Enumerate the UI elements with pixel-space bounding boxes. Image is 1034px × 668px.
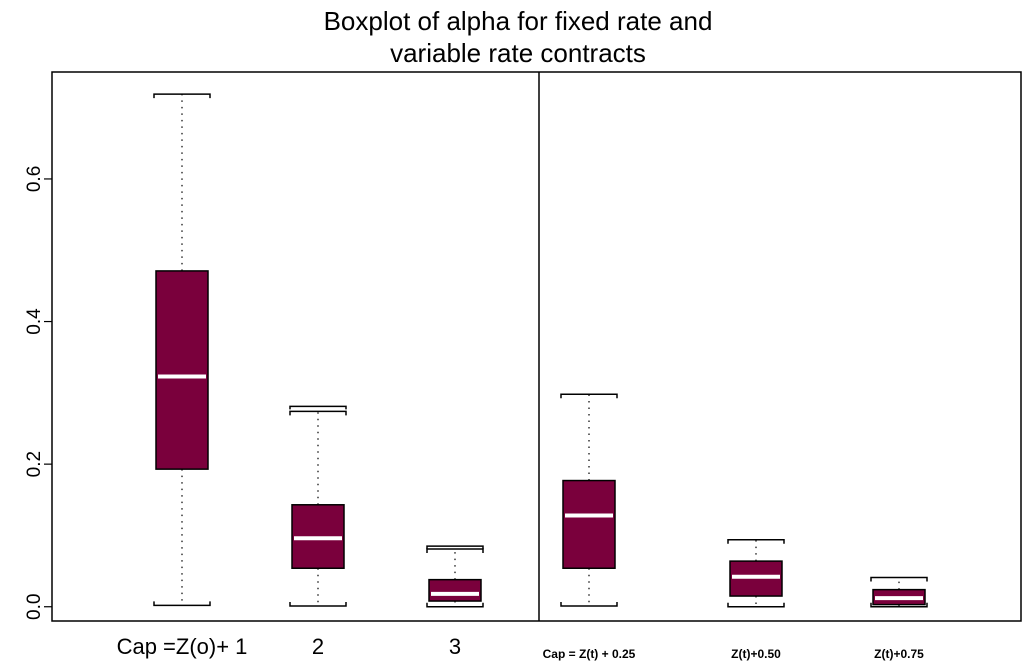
upper-whisker-cap xyxy=(426,548,484,553)
x-category-label: Cap = Z(t) + 0.25 xyxy=(543,647,636,661)
y-tick-label: 0.0 xyxy=(24,594,45,620)
y-tick-label: 0.6 xyxy=(24,166,45,192)
x-category-label: Z(t)+0.50 xyxy=(731,647,781,661)
plot-frame xyxy=(51,71,1022,622)
box-iqr xyxy=(428,578,482,602)
lower-whisker-cap xyxy=(426,602,484,608)
y-tick-label: 0.2 xyxy=(24,451,45,477)
box-iqr xyxy=(562,479,616,569)
upper-whisker-cap xyxy=(153,93,211,99)
box-iqr xyxy=(155,270,209,470)
y-tick-label: 0.4 xyxy=(24,308,45,335)
outlier-mark xyxy=(426,545,484,550)
chart-title-line-2: variable rate contracts xyxy=(390,38,646,68)
x-category-label: Cap =Z(o)+ 1 xyxy=(117,634,248,659)
upper-whisker-cap xyxy=(560,393,618,399)
upper-whisker-cap xyxy=(870,576,928,582)
lower-whisker-cap xyxy=(727,602,785,608)
upper-whisker-cap xyxy=(289,410,347,416)
upper-whisker-cap xyxy=(727,538,785,544)
x-category-label: 2 xyxy=(312,634,324,659)
lower-whisker-cap xyxy=(289,602,347,607)
x-category-label: 3 xyxy=(449,634,461,659)
lower-whisker-cap xyxy=(870,602,928,608)
lower-whisker-cap xyxy=(560,602,618,607)
x-category-label: Z(t)+0.75 xyxy=(874,647,924,661)
plot-area: 0.0 0.2 0.4 0.6 Cap =Z(o)+ 1 2 3 Cap = Z(t) + 0… xyxy=(24,71,1022,661)
lower-whisker-cap xyxy=(153,601,211,607)
chart-title-line-1: Boxplot of alpha for fixed rate and xyxy=(324,6,713,36)
outlier-mark xyxy=(289,405,347,410)
